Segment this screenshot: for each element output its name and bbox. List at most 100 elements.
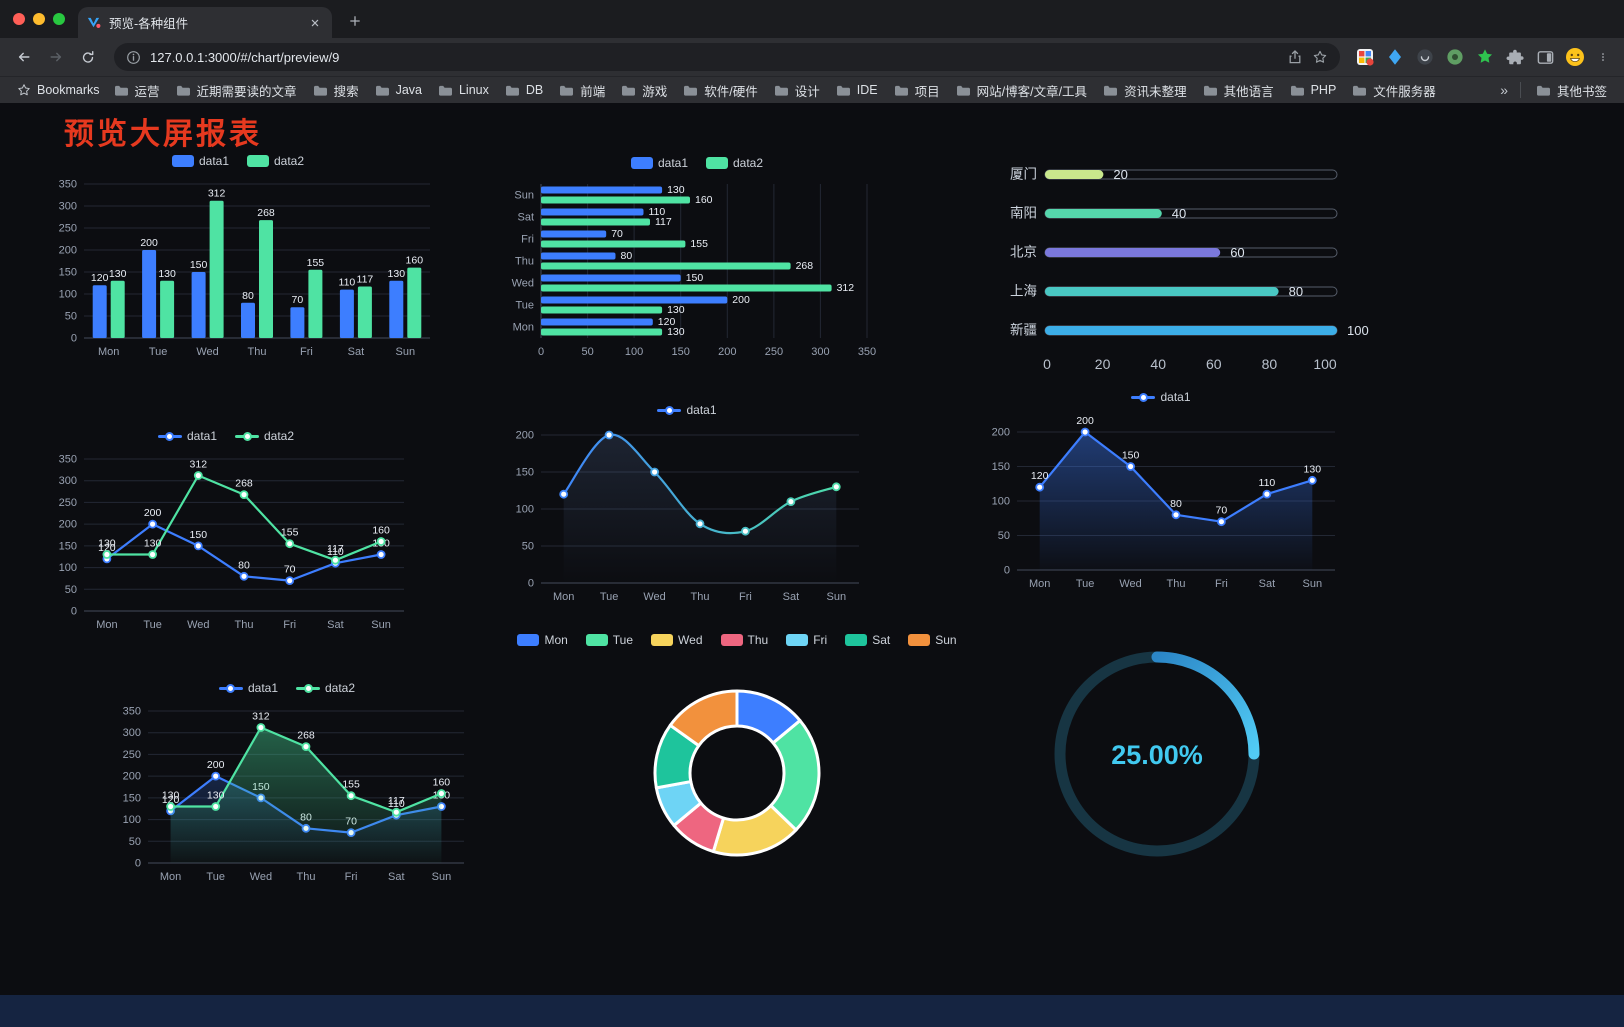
svg-text:50: 50 xyxy=(129,836,141,848)
bookmark-folder[interactable]: 运营 xyxy=(107,79,167,102)
bookmarks-root[interactable]: Bookmarks xyxy=(10,81,107,99)
extension-grid-icon[interactable] xyxy=(1352,44,1378,70)
legend-item[interactable]: data1 xyxy=(657,403,717,417)
bookmark-folder[interactable]: 设计 xyxy=(767,79,827,102)
svg-text:130: 130 xyxy=(667,326,685,338)
bookmark-folder[interactable]: 近期需要读的文章 xyxy=(169,79,304,102)
svg-text:80: 80 xyxy=(1170,498,1182,510)
folder-icon xyxy=(176,85,190,96)
svg-text:Sun: Sun xyxy=(432,871,452,883)
bookmark-folder[interactable]: PHP xyxy=(1283,79,1344,102)
svg-text:300: 300 xyxy=(123,727,141,739)
tab-title: 预览-各种组件 xyxy=(109,17,189,31)
page-info-icon[interactable] xyxy=(126,50,141,65)
window-minimize-button[interactable] xyxy=(33,13,45,25)
hbar-chart-canvas: 0 50 100 150 200 250 300 350 Sun Sat Fri Thu Wed Tue M… xyxy=(512,184,876,358)
line-chart-canvas: 0 50 100 150 200 250 300 350 Mon Tue Wed Thu Fri Sat S… xyxy=(123,706,464,883)
svg-text:Sat: Sat xyxy=(1259,578,1276,590)
bookmark-folder[interactable]: Java xyxy=(368,79,429,102)
share-icon[interactable] xyxy=(1287,49,1303,65)
bookmarks-divider xyxy=(1519,82,1521,98)
svg-text:130: 130 xyxy=(667,184,685,196)
svg-text:Thu: Thu xyxy=(515,256,534,268)
legend-item[interactable]: data1 xyxy=(218,681,278,695)
bookmarks-root-label: Bookmarks xyxy=(37,83,100,97)
legend-item[interactable]: Sun xyxy=(908,633,957,647)
gauge-chart-canvas: 25.00% xyxy=(1054,651,1260,857)
svg-text:Fri: Fri xyxy=(521,234,534,246)
bookmark-folder[interactable]: 搜索 xyxy=(306,79,366,102)
new-tab-button[interactable] xyxy=(342,8,368,34)
other-bookmarks[interactable]: 其他书签 xyxy=(1529,79,1614,102)
chart-legend: data1 data2 xyxy=(36,425,416,447)
svg-text:120: 120 xyxy=(162,794,180,806)
bookmark-folder[interactable]: 软件/硬件 xyxy=(676,79,764,102)
browser-tab[interactable]: 预览-各种组件 xyxy=(78,7,332,38)
svg-text:268: 268 xyxy=(297,730,315,742)
folder-icon xyxy=(560,85,574,96)
svg-text:150: 150 xyxy=(123,792,141,804)
bookmarks-star-icon xyxy=(18,84,30,96)
reload-button[interactable] xyxy=(74,43,102,71)
legend-item[interactable]: Mon xyxy=(517,633,568,647)
legend-item[interactable]: data2 xyxy=(235,429,294,443)
legend-item[interactable]: data1 xyxy=(630,156,688,170)
svg-text:Mon: Mon xyxy=(1029,578,1050,590)
svg-text:117: 117 xyxy=(655,216,672,228)
svg-text:100: 100 xyxy=(1313,356,1337,372)
window-close-button[interactable] xyxy=(13,13,25,25)
url-text[interactable]: 127.0.0.1:3000/#/chart/preview/9 xyxy=(150,49,340,65)
bookmark-folder[interactable]: 其他语言 xyxy=(1196,79,1281,102)
legend-line-icon xyxy=(235,431,259,442)
svg-text:Thu: Thu xyxy=(691,591,710,603)
other-bookmarks-label: 其他书签 xyxy=(1556,84,1607,99)
legend-item[interactable]: data1 xyxy=(171,154,229,168)
svg-text:200: 200 xyxy=(144,507,162,519)
side-panel-icon[interactable] xyxy=(1532,44,1558,70)
bookmark-folder[interactable]: 前端 xyxy=(552,79,612,102)
bookmark-folder[interactable]: DB xyxy=(498,79,550,102)
svg-text:155: 155 xyxy=(690,238,708,250)
svg-text:150: 150 xyxy=(59,540,77,552)
legend-item[interactable]: Tue xyxy=(585,633,633,647)
svg-text:117: 117 xyxy=(388,795,405,807)
legend-item[interactable]: Sat xyxy=(845,633,890,647)
tab-close-icon[interactable] xyxy=(306,14,324,32)
extension-drop-icon[interactable] xyxy=(1382,44,1408,70)
svg-text:100: 100 xyxy=(123,814,141,826)
legend-item[interactable]: data1 xyxy=(1131,390,1191,404)
legend-item[interactable]: data2 xyxy=(706,156,763,170)
legend-item[interactable]: data2 xyxy=(247,154,304,168)
legend-item[interactable]: Wed xyxy=(651,633,703,647)
legend-item[interactable]: Fri xyxy=(786,633,827,647)
bookmark-star-icon[interactable] xyxy=(1312,49,1328,65)
menu-kebab-icon[interactable] xyxy=(1592,43,1614,71)
svg-text:Wed: Wed xyxy=(187,619,209,631)
legend-item[interactable]: data1 xyxy=(157,429,217,443)
svg-text:250: 250 xyxy=(123,749,141,761)
svg-text:0: 0 xyxy=(1043,356,1051,372)
svg-text:70: 70 xyxy=(1216,505,1228,517)
extensions-puzzle-icon[interactable] xyxy=(1502,44,1528,70)
legend-item[interactable]: data2 xyxy=(296,681,355,695)
address-bar[interactable]: 127.0.0.1:3000/#/chart/preview/9 xyxy=(114,43,1340,71)
window-zoom-button[interactable] xyxy=(53,13,65,25)
bookmark-folder[interactable]: 资讯未整理 xyxy=(1096,79,1194,102)
svg-text:北京: 北京 xyxy=(1010,245,1037,260)
bookmark-folder[interactable]: 文件服务器 xyxy=(1345,79,1443,102)
bookmark-folder[interactable]: IDE xyxy=(829,79,885,102)
legend-item[interactable]: Thu xyxy=(720,633,768,647)
extension-dark-icon[interactable] xyxy=(1412,44,1438,70)
bookmark-folder[interactable]: 网站/博客/文章/工具 xyxy=(949,79,1094,102)
extension-star-icon[interactable] xyxy=(1472,44,1498,70)
bookmark-folder[interactable]: Linux xyxy=(431,79,496,102)
extension-green-icon[interactable] xyxy=(1442,44,1468,70)
folder-icon xyxy=(1536,85,1550,96)
bookmark-folder[interactable]: 项目 xyxy=(887,79,947,102)
svg-text:120: 120 xyxy=(1031,470,1049,482)
profile-avatar[interactable] xyxy=(1562,44,1588,70)
back-button[interactable] xyxy=(10,43,38,71)
bookmark-folder[interactable]: 游戏 xyxy=(614,79,674,102)
bookmarks-overflow-icon[interactable]: » xyxy=(1500,82,1508,98)
forward-button[interactable] xyxy=(42,43,70,71)
